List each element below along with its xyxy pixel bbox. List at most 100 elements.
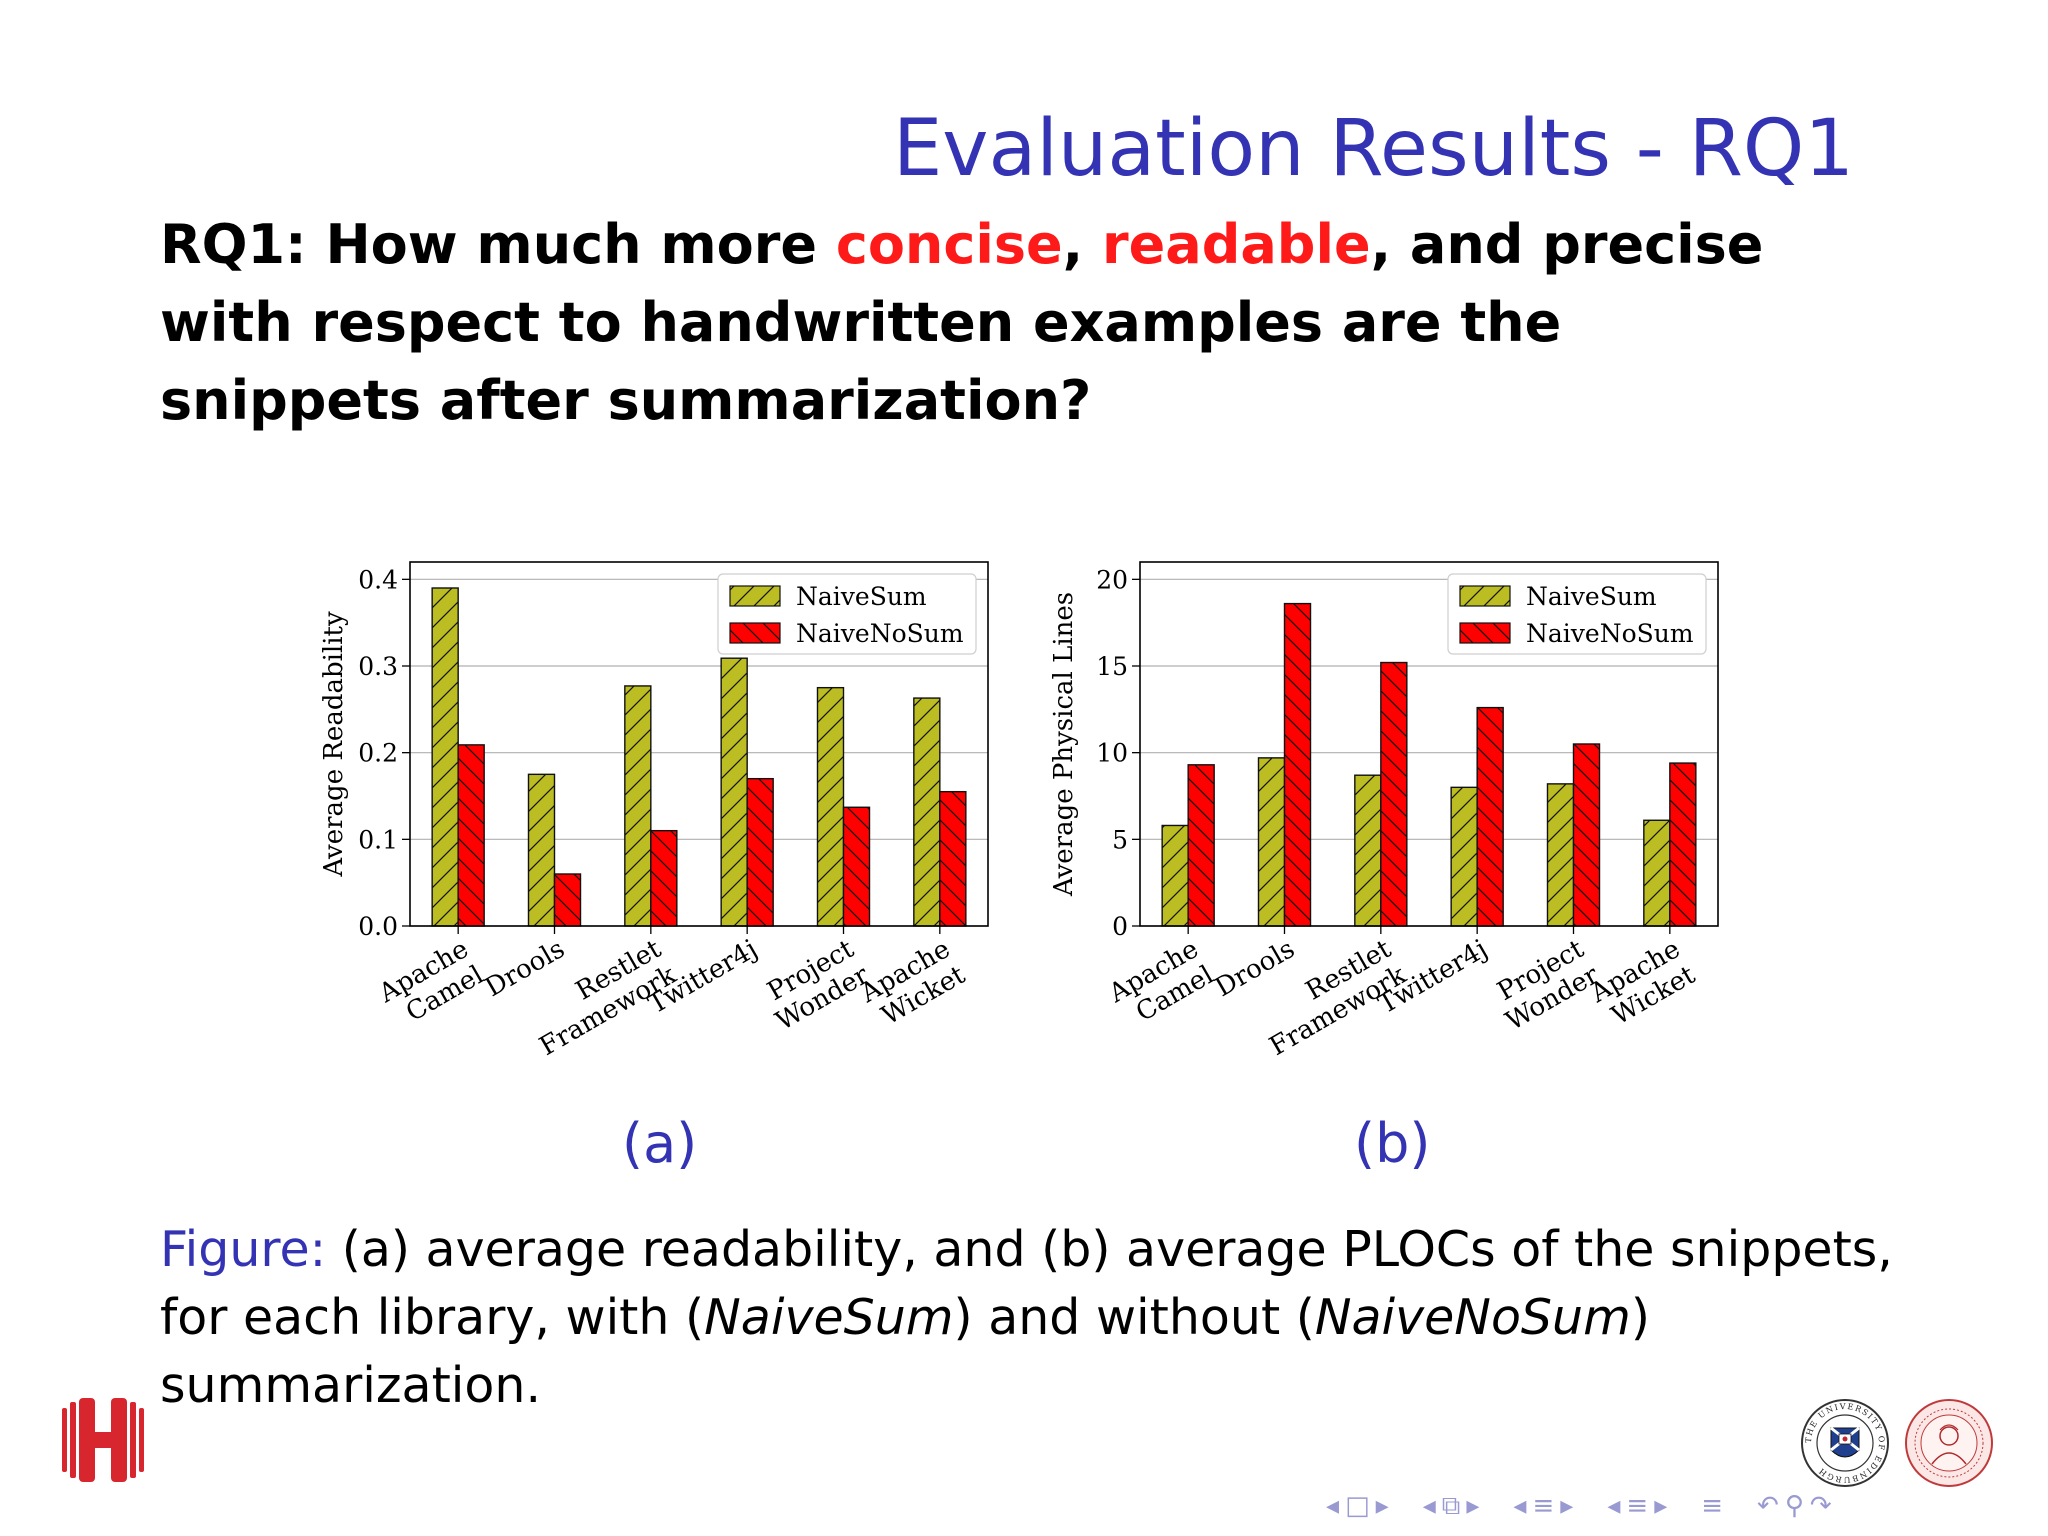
nav-frame-icon[interactable]: □ xyxy=(1345,1491,1370,1521)
caption-naivenosum: NaiveNoSum xyxy=(1314,1289,1631,1346)
bar-naivesum xyxy=(1257,757,1286,927)
bar-hatch xyxy=(1477,707,1504,926)
bar-hatch xyxy=(650,830,677,926)
question-part-2: , xyxy=(1062,213,1102,276)
auth-seal xyxy=(1905,1399,1993,1487)
question-part-3: , and precise with respect to handwritte… xyxy=(160,213,1764,432)
y-axis-label: Average Physical Lines xyxy=(1049,592,1079,897)
x-tick-label: Drools xyxy=(1210,934,1300,1003)
caption-naivesum: NaiveSum xyxy=(704,1289,954,1346)
bar-hatch xyxy=(1354,775,1381,926)
bar-hatch xyxy=(458,744,485,926)
y-tick-label: 10 xyxy=(1096,739,1128,768)
bar-naivenosum xyxy=(1380,661,1408,927)
bar-naivenosum xyxy=(1283,602,1312,927)
legend-label: NaiveNoSum xyxy=(796,619,964,648)
question-readable: readable xyxy=(1102,213,1371,276)
legend-label: NaiveSum xyxy=(1526,582,1657,611)
nav-redo-icon[interactable]: ↷ xyxy=(1809,1491,1832,1521)
nav-arrow-right-icon[interactable]: ▸ xyxy=(1654,1491,1668,1521)
bar-naivesum xyxy=(816,686,845,927)
bar-naivenosum xyxy=(457,744,485,927)
bar-naivenosum xyxy=(553,873,582,927)
nav-arrow-left-icon[interactable]: ◂ xyxy=(1326,1491,1340,1521)
bar-naivenosum xyxy=(1572,743,1601,927)
bar-hatch xyxy=(913,698,940,926)
plot-frame xyxy=(409,561,989,927)
nav-arrow-right-icon[interactable]: ▸ xyxy=(1560,1491,1574,1521)
bar-hatch xyxy=(1547,783,1574,926)
y-tick-label: 0.0 xyxy=(358,912,398,941)
bar-hatch xyxy=(528,774,555,926)
question-concise: concise xyxy=(835,213,1063,276)
legend-label: NaiveNoSum xyxy=(1526,619,1694,648)
legend-swatch-hatch xyxy=(1460,586,1510,606)
y-tick-label: 20 xyxy=(1096,565,1128,594)
bar-naivesum xyxy=(1161,824,1189,927)
subfigure-label-a: (a) xyxy=(622,1112,698,1175)
bar-naivesum xyxy=(720,657,748,927)
h-logo: H xyxy=(62,1398,144,1482)
caption-text-2: ) and without ( xyxy=(953,1289,1315,1346)
y-tick-label: 5 xyxy=(1112,825,1128,854)
edinburgh-seal: THE UNIVERSITY OF EDINBURGH xyxy=(1801,1399,1889,1487)
bar-hatch xyxy=(1451,787,1478,926)
beamer-nav-bar: ◂ □ ▸ ◂ ⧉ ▸ ◂ ≡ ▸ ◂ ≡ ▸ ≡ ↶ ⚲ ↷ xyxy=(1326,1488,1832,1524)
nav-subsection-icon[interactable]: ⧉ xyxy=(1441,1490,1461,1521)
bar-naivesum xyxy=(1546,783,1575,927)
nav-search-icon[interactable]: ⚲ xyxy=(1784,1491,1804,1521)
legend-box xyxy=(1447,573,1707,655)
nav-section-icon[interactable]: ≡ xyxy=(1532,1491,1555,1521)
legend-swatch-hatch xyxy=(730,623,780,643)
bar-hatch xyxy=(1380,662,1407,926)
bar-naivenosum xyxy=(1187,764,1215,927)
bar-naivesum xyxy=(913,697,941,927)
legend-box xyxy=(717,573,977,655)
bar-hatch xyxy=(1643,820,1670,926)
bar-naivenosum xyxy=(650,829,678,927)
bar-naivesum xyxy=(1643,819,1671,927)
research-question: RQ1: How much more concise, readable, an… xyxy=(160,206,1810,440)
legend-swatch-hatch xyxy=(1460,623,1510,643)
bar-hatch xyxy=(1162,825,1189,926)
y-tick-label: 0.4 xyxy=(358,565,398,594)
bar-naivesum xyxy=(624,685,652,927)
bar-hatch xyxy=(721,658,748,926)
nav-arrow-right-icon[interactable]: ▸ xyxy=(1466,1491,1480,1521)
x-tick-label-line: Drools xyxy=(1210,934,1300,1003)
bar-hatch xyxy=(939,791,966,926)
nav-document-icon[interactable]: ≡ xyxy=(1701,1491,1724,1521)
y-tick-label: 0 xyxy=(1112,912,1128,941)
nav-arrow-left-icon[interactable]: ◂ xyxy=(1422,1491,1436,1521)
bar-hatch xyxy=(554,874,581,926)
bar-hatch xyxy=(624,685,651,926)
bar-naivenosum xyxy=(939,790,967,927)
slide-title: Evaluation Results - RQ1 xyxy=(893,104,1854,194)
y-tick-label: 0.2 xyxy=(358,739,398,768)
bar-naivesum xyxy=(527,773,556,927)
nav-arrow-left-icon[interactable]: ◂ xyxy=(1513,1491,1527,1521)
bar-hatch xyxy=(432,588,459,926)
nav-arrow-left-icon[interactable]: ◂ xyxy=(1607,1491,1621,1521)
bar-naivenosum xyxy=(842,806,871,927)
y-axis-label: Average Readability xyxy=(319,611,349,878)
x-tick-label-line: Drools xyxy=(480,934,570,1003)
caption-text-3: ) summarization. xyxy=(160,1289,1650,1414)
bar-hatch xyxy=(1188,764,1215,926)
bar-naivesum xyxy=(1354,774,1382,927)
bar-hatch xyxy=(1573,744,1600,926)
legend-swatch-hatch xyxy=(730,586,780,606)
figure-caption: Figure: (a) average readability, and (b)… xyxy=(160,1216,1940,1420)
nav-arrow-right-icon[interactable]: ▸ xyxy=(1375,1491,1389,1521)
bar-hatch xyxy=(1258,757,1285,926)
y-tick-label: 0.1 xyxy=(358,825,398,854)
y-tick-label: 0.3 xyxy=(358,652,398,681)
bar-hatch xyxy=(747,778,774,926)
nav-align-icon[interactable]: ≡ xyxy=(1626,1491,1649,1521)
chart-physical-lines: 0 5 10 15 20 Average Physical Lines ApacheCame… xyxy=(1049,561,1719,1062)
bar-naivenosum xyxy=(1669,762,1697,927)
nav-undo-icon[interactable]: ↶ xyxy=(1757,1491,1779,1521)
bar-naivesum xyxy=(431,587,459,927)
